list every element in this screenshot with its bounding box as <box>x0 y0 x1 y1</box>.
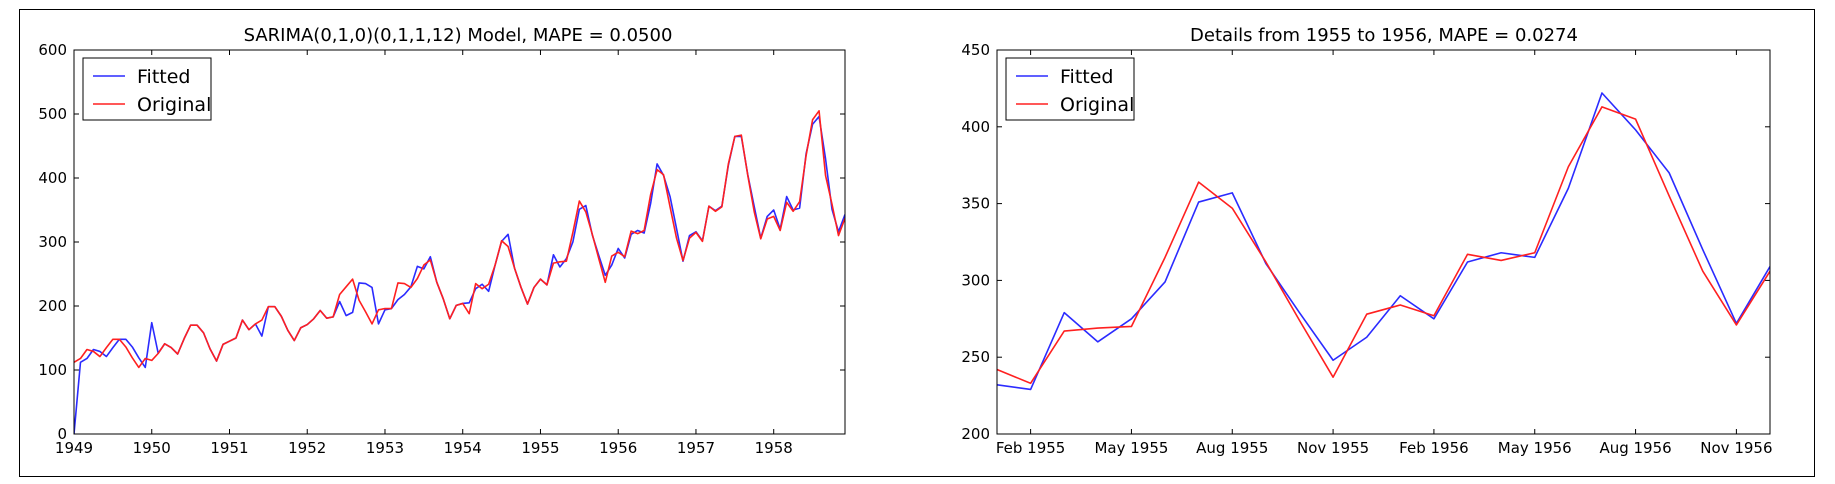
legend-label-fitted: Fitted <box>1060 66 1113 88</box>
y-tick-label: 600 <box>38 41 67 59</box>
legend-label-original: Original <box>1060 94 1134 116</box>
figure-border <box>19 9 1815 477</box>
series-line-original <box>997 106 1770 385</box>
x-tick-label: 1951 <box>210 439 248 457</box>
x-tick-label: 1957 <box>677 439 715 457</box>
series-line-fitted <box>997 92 1770 391</box>
y-tick-label: 250 <box>961 348 990 366</box>
chart-title: SARIMA(0,1,0)(0,1,1,12) Model, MAPE = 0.… <box>244 25 673 46</box>
series-layer <box>997 92 1770 391</box>
legend: Fitted Original <box>1005 57 1135 121</box>
y-tick-label: 200 <box>38 297 67 315</box>
x-tick-label: May 1956 <box>1498 439 1572 457</box>
x-tick-label: 1952 <box>288 439 326 457</box>
x-tick-label: 1949 <box>55 439 93 457</box>
y-tick-label: 300 <box>961 271 990 289</box>
plot-frame <box>996 49 1771 435</box>
x-tick-label: Feb 1956 <box>1399 439 1469 457</box>
y-tick-label: 400 <box>961 118 990 136</box>
x-axis: 1949 1950 1951 1952 1953 1954 1955 1956 1957 1958 <box>55 50 793 457</box>
plot-frame <box>73 49 846 435</box>
x-tick-label: Aug 1955 <box>1196 439 1268 457</box>
y-tick-label: 100 <box>38 361 67 379</box>
chart-sarima-full: SARIMA(0,1,0)(0,1,1,12) Model, MAPE = 0.… <box>38 25 846 457</box>
x-axis: Feb 1955 May 1955 Aug 1955 Nov 1955 Feb 1956… <box>996 50 1773 457</box>
x-tick-label: 1956 <box>599 439 637 457</box>
legend-box <box>1005 57 1135 121</box>
x-tick-label: May 1955 <box>1094 439 1168 457</box>
x-tick-label: Nov 1956 <box>1700 439 1772 457</box>
y-tick-label: 350 <box>961 195 990 213</box>
legend-label-original: Original <box>137 94 211 116</box>
legend: Fitted Original <box>82 57 212 121</box>
x-tick-label: Aug 1956 <box>1599 439 1671 457</box>
x-tick-label: Nov 1955 <box>1297 439 1369 457</box>
y-tick-label: 300 <box>38 233 67 251</box>
chart-title: Details from 1955 to 1956, MAPE = 0.0274 <box>1190 25 1578 46</box>
y-tick-label: 500 <box>38 105 67 123</box>
legend-box <box>82 57 212 121</box>
y-tick-label: 200 <box>961 425 990 443</box>
legend-label-fitted: Fitted <box>137 66 190 88</box>
x-tick-label: Feb 1955 <box>996 439 1066 457</box>
x-tick-label: 1954 <box>444 439 482 457</box>
series-line-original <box>74 110 845 369</box>
y-tick-label: 0 <box>57 425 67 443</box>
y-tick-label: 400 <box>38 169 67 187</box>
x-tick-label: 1953 <box>366 439 404 457</box>
x-tick-label: 1955 <box>521 439 559 457</box>
chart-details-1955-1956: Details from 1955 to 1956, MAPE = 0.0274… <box>961 25 1772 457</box>
x-tick-label: 1958 <box>755 439 793 457</box>
y-tick-label: 450 <box>961 41 990 59</box>
series-layer <box>74 110 845 434</box>
y-axis: 200 250 300 350 400 450 <box>961 41 1770 443</box>
x-tick-label: 1950 <box>133 439 171 457</box>
